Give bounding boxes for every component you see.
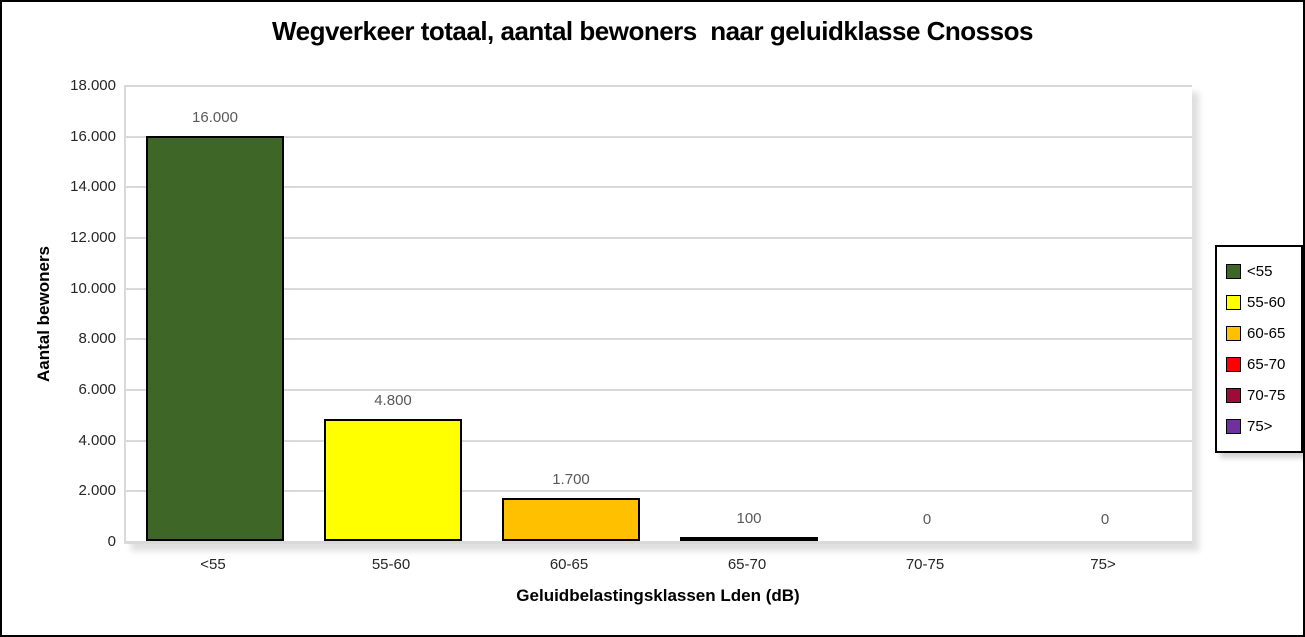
y-tick-label: 4.000: [78, 431, 116, 449]
legend-item: 55-60: [1226, 287, 1297, 318]
legend-label: <55: [1247, 263, 1273, 280]
x-tick-label: 70-75: [905, 556, 945, 573]
y-tick-label: 6.000: [78, 381, 116, 398]
legend-swatch-icon: [1226, 326, 1241, 341]
x-tick-label: <55: [200, 556, 226, 573]
y-tick-label: 8.000: [78, 330, 116, 348]
y-tick-label: 14.000: [70, 178, 116, 196]
gridline: [126, 338, 1192, 341]
bar-value-label: 0: [1100, 511, 1110, 528]
legend-item: <55: [1226, 256, 1297, 287]
legend-label: 75>: [1247, 418, 1273, 435]
legend-item: 70-75: [1226, 380, 1297, 411]
bar-value-label: 16.000: [192, 109, 238, 126]
legend-item: 75>: [1226, 411, 1297, 442]
bar-<55: [146, 136, 284, 541]
bar-60-65: [502, 498, 640, 541]
x-axis-title: Geluidbelastingsklassen Lden (dB): [516, 586, 800, 605]
bar-55-60: [324, 419, 462, 541]
bar-value-label: 0: [922, 511, 932, 528]
y-tick-label: 16.000: [70, 127, 116, 145]
gridline: [126, 135, 1192, 138]
bar-value-label: 100: [736, 510, 762, 527]
gridline: [126, 287, 1192, 290]
bar-value-label: 4.800: [374, 392, 412, 409]
legend-label: 65-70: [1247, 356, 1286, 373]
legend-label: 55-60: [1247, 294, 1286, 311]
x-tick-label: 55-60: [371, 556, 411, 573]
gridline: [126, 85, 1192, 87]
y-tick-label: 18.000: [70, 77, 116, 94]
legend-swatch-icon: [1226, 419, 1241, 434]
y-tick-label: 2.000: [78, 482, 116, 500]
gridline: [126, 439, 1192, 442]
x-tick-label: 60-65: [549, 556, 589, 573]
legend-swatch-icon: [1226, 264, 1241, 279]
bar-value-label: 1.700: [552, 471, 590, 488]
legend-swatch-icon: [1226, 295, 1241, 310]
legend: <55 55-60 60-65 65-70 70-75 75>: [1215, 245, 1303, 453]
x-tick-label: 75>: [1090, 556, 1116, 573]
gridline: [126, 389, 1192, 391]
chart-title: Wegverkeer totaal, aantal bewoners naar …: [272, 16, 1033, 46]
y-tick-label: 0: [107, 533, 116, 550]
legend-label: 70-75: [1247, 387, 1286, 404]
plot-area: 16.000 4.800 1.700 100 0 0: [124, 85, 1192, 544]
legend-item: 60-65: [1226, 318, 1297, 349]
gridline: [126, 186, 1192, 189]
y-tick-label: 10.000: [70, 279, 116, 297]
legend-swatch-icon: [1226, 388, 1241, 403]
x-tick-label: 65-70: [727, 556, 767, 573]
legend-item: 65-70: [1226, 349, 1297, 380]
gridline: [126, 237, 1192, 239]
legend-swatch-icon: [1226, 357, 1241, 372]
bar-65-70: [680, 537, 818, 541]
y-axis-title: Aantal bewoners: [34, 245, 53, 383]
legend-label: 60-65: [1247, 325, 1286, 342]
gridline: [126, 490, 1192, 493]
y-tick-label: 12.000: [70, 229, 116, 246]
